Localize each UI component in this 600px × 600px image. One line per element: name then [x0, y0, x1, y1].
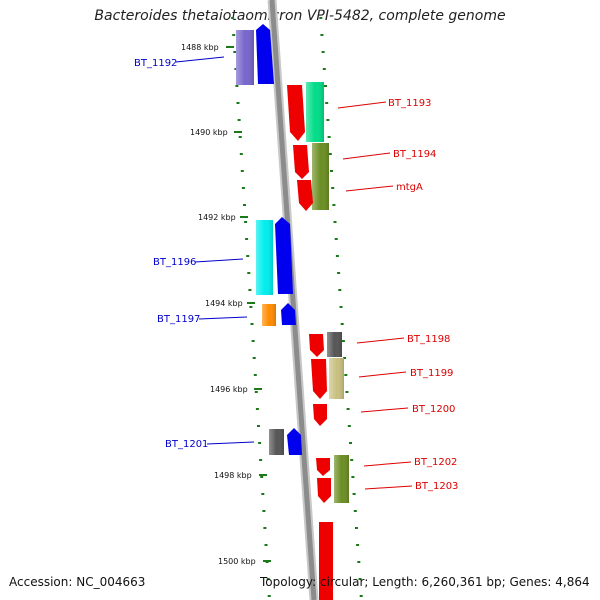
- gene-block-shade: [236, 30, 254, 85]
- gene-block-shade: [256, 220, 273, 295]
- genome-backbone: [269, 0, 317, 600]
- gene-arrow[interactable]: [287, 85, 305, 141]
- gene-bt1201-blocks[interactable]: [269, 428, 302, 455]
- right-genes: [287, 82, 349, 600]
- gene-arrow[interactable]: [309, 334, 324, 357]
- label-leader: [358, 371, 407, 378]
- gene-label-bt1192[interactable]: BT_1192: [134, 58, 177, 69]
- right-labels: BT_1193 BT_1194 mtgA BT_1198 BT_1199 BT_…: [337, 98, 458, 492]
- label-leader: [194, 258, 244, 263]
- label-leader: [364, 485, 413, 490]
- gene-label-bt1193[interactable]: BT_1193: [388, 98, 431, 109]
- gene-arrow[interactable]: [317, 478, 331, 503]
- gene-label-bt1196[interactable]: BT_1196: [153, 257, 196, 268]
- gene-label-bt1201[interactable]: BT_1201: [165, 439, 208, 450]
- gene-block-shade: [329, 358, 344, 399]
- gene-arrow[interactable]: [287, 428, 302, 455]
- gene-bt1202-blocks[interactable]: [316, 455, 349, 503]
- gene-bt1203-blocks[interactable]: [317, 478, 331, 503]
- gene-arrow[interactable]: [275, 217, 293, 294]
- gene-arrow[interactable]: [313, 404, 327, 426]
- label-leader: [337, 101, 387, 109]
- label-leader: [206, 441, 255, 445]
- gene-label-mtga[interactable]: mtgA: [396, 182, 423, 193]
- gene-block-shade: [334, 455, 349, 503]
- gene-bt1199-blocks[interactable]: [311, 358, 344, 399]
- gene-label-bt1197[interactable]: BT_1197: [157, 314, 200, 325]
- gene-label-bt1198[interactable]: BT_1198: [407, 334, 450, 345]
- gene-next-blocks[interactable]: [319, 522, 333, 600]
- gene-arrow[interactable]: [293, 145, 309, 179]
- scale-label-1498: 1498 kbp: [214, 471, 252, 480]
- gene-block-shade: [327, 332, 342, 357]
- gene-block-shade: [312, 143, 329, 210]
- gene-arrow[interactable]: [297, 180, 313, 211]
- gene-block-shade: [306, 82, 324, 142]
- scale-label-1492: 1492 kbp: [198, 213, 236, 222]
- scale-label-1490: 1490 kbp: [190, 128, 228, 137]
- genome-summary-text: Topology: circular; Length: 6,260,361 bp…: [260, 575, 590, 589]
- label-leader: [175, 56, 225, 63]
- scale-label-1500: 1500 kbp: [218, 557, 256, 566]
- gene-arrow[interactable]: [281, 303, 296, 325]
- left-genes: [236, 24, 302, 455]
- gene-bt1197-blocks[interactable]: [262, 303, 296, 326]
- gene-arrow[interactable]: [256, 24, 274, 84]
- gene-arrow[interactable]: [316, 458, 330, 476]
- left-tick-track: [231, 17, 271, 597]
- scale-label-1496: 1496 kbp: [210, 385, 248, 394]
- label-leader: [198, 316, 248, 320]
- label-leader: [363, 461, 412, 467]
- scale-labels: 1488 kbp 1490 kbp 1492 kbp 1494 kbp 1496…: [181, 43, 271, 566]
- genome-title: Bacteroides thetaiotaomicron VPI-5482, c…: [94, 8, 506, 24]
- gene-arrow[interactable]: [311, 359, 327, 399]
- gene-bt1198-blocks[interactable]: [309, 332, 342, 357]
- label-leader: [342, 152, 391, 160]
- gene-label-bt1200[interactable]: BT_1200: [412, 404, 455, 415]
- accession-text: Accession: NC_004663: [9, 575, 146, 589]
- gene-block[interactable]: [319, 522, 333, 600]
- scale-label-1494: 1494 kbp: [205, 299, 243, 308]
- gene-label-bt1199[interactable]: BT_1199: [410, 368, 453, 379]
- gene-label-bt1202[interactable]: BT_1202: [414, 457, 457, 468]
- gene-bt1193-blocks[interactable]: [287, 82, 324, 142]
- gene-bt1196-blocks[interactable]: [256, 217, 293, 295]
- label-leader: [360, 407, 409, 413]
- label-leader: [356, 337, 405, 344]
- gene-label-bt1194[interactable]: BT_1194: [393, 149, 436, 160]
- left-labels: BT_1192 BT_1196 BT_1197 BT_1201: [134, 56, 255, 450]
- gene-block-shade: [269, 429, 284, 455]
- gene-bt1200-blocks[interactable]: [313, 404, 327, 426]
- scale-label-1488: 1488 kbp: [181, 43, 219, 52]
- right-tick-track: [319, 17, 363, 597]
- gene-block-shade: [262, 304, 276, 326]
- gene-bt1194-blocks[interactable]: [293, 143, 329, 210]
- gene-mtga-blocks[interactable]: [297, 180, 313, 211]
- label-leader: [345, 185, 394, 192]
- gene-label-bt1203[interactable]: BT_1203: [415, 481, 458, 492]
- gene-bt1192-blocks[interactable]: [236, 24, 274, 85]
